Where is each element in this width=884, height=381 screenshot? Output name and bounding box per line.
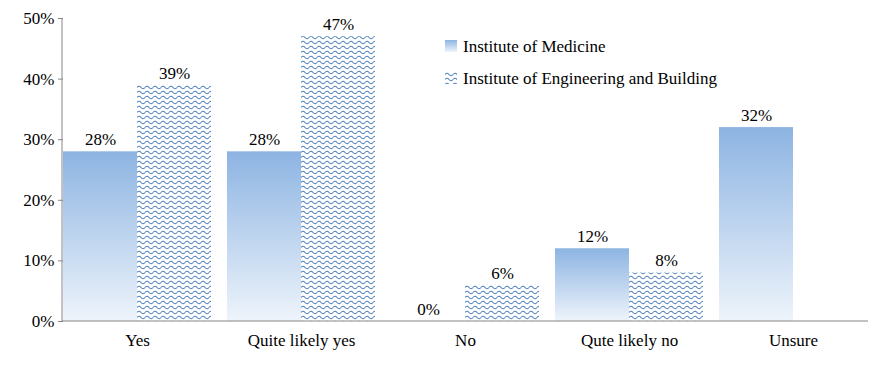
svg-text:8%: 8% — [655, 251, 678, 270]
svg-text:0%: 0% — [417, 300, 440, 319]
svg-text:Unsure: Unsure — [769, 331, 818, 350]
svg-text:6%: 6% — [491, 264, 514, 283]
svg-text:Yes: Yes — [125, 331, 150, 350]
svg-text:12%: 12% — [577, 227, 608, 246]
svg-text:47%: 47% — [323, 15, 354, 34]
svg-text:50%: 50% — [23, 9, 54, 28]
svg-text:39%: 39% — [159, 64, 190, 83]
svg-text:32%: 32% — [741, 106, 772, 125]
svg-text:0%: 0% — [32, 312, 55, 331]
svg-text:Quite likely yes: Quite likely yes — [248, 331, 356, 350]
svg-text:No: No — [455, 331, 476, 350]
svg-text:10%: 10% — [23, 251, 54, 270]
html-text:Institute of Engineering and B: Institute of Engineering and Building — [463, 69, 717, 88]
svg-text:Qute likely no: Qute likely no — [581, 331, 678, 350]
html-text:Institute of Medicine: Institute of Medicine — [463, 37, 606, 56]
svg-text:40%: 40% — [23, 70, 54, 89]
svg-text:20%: 20% — [23, 191, 54, 210]
svg-text:28%: 28% — [85, 130, 116, 149]
svg-text:30%: 30% — [23, 130, 54, 149]
svg-text:28%: 28% — [249, 130, 280, 149]
